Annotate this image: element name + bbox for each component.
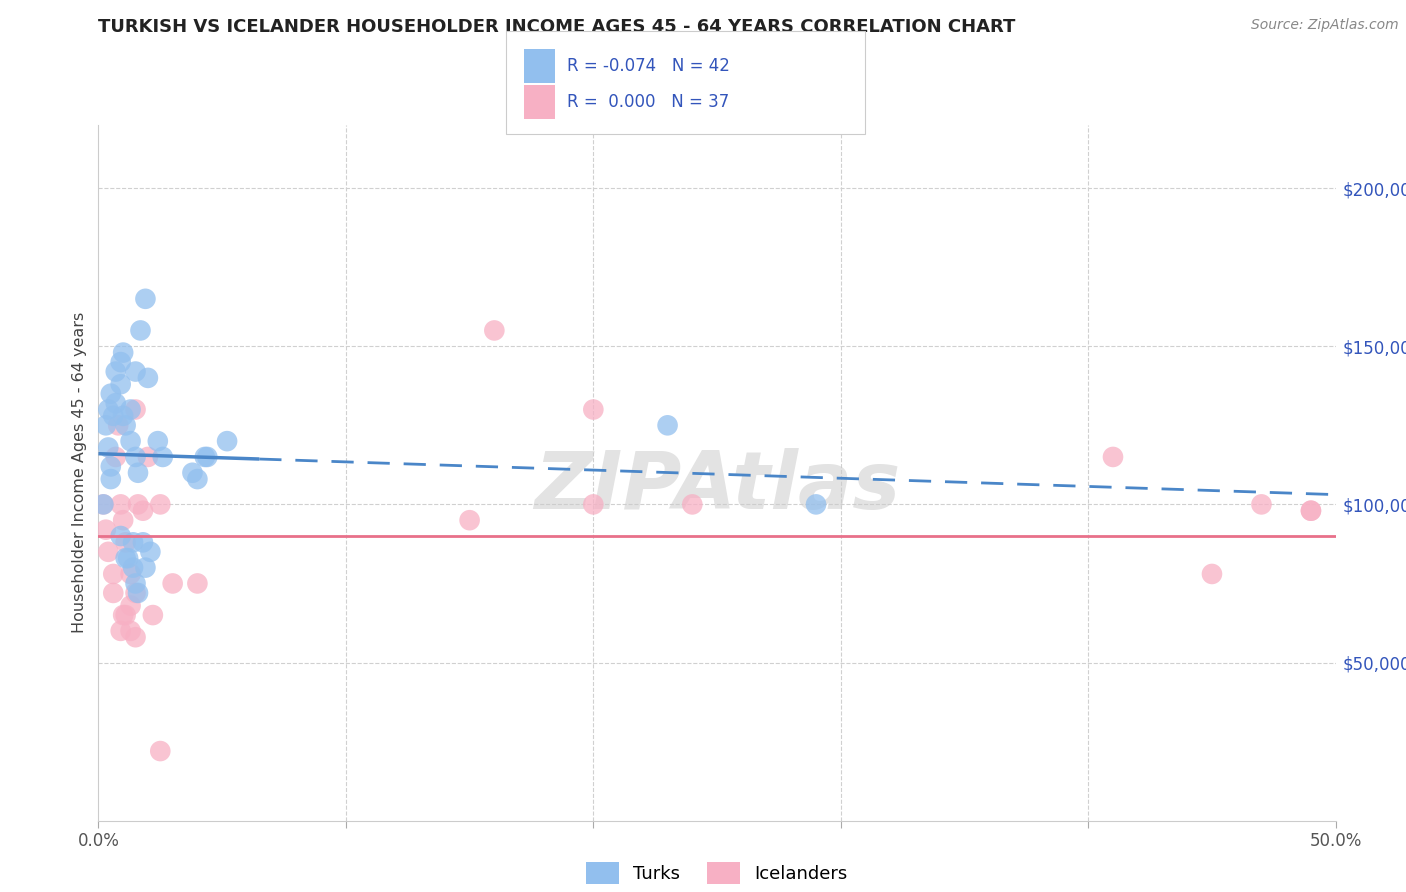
Point (142, 608, 165, 623)
Point (110, 355, 132, 369)
Point (186, 576, 208, 591)
Point (114, 608, 136, 623)
Point (112, 409, 135, 423)
Point (149, 497, 172, 511)
Point (1299, 504, 1322, 518)
Point (114, 551, 136, 566)
Point (112, 608, 135, 623)
Text: R =  0.000   N = 37: R = 0.000 N = 37 (567, 93, 728, 111)
Point (114, 418, 136, 433)
Point (181, 466, 204, 480)
Point (104, 450, 127, 464)
Point (110, 497, 132, 511)
Point (149, 744, 172, 758)
Point (1201, 566, 1223, 581)
Point (681, 497, 703, 511)
Point (804, 497, 827, 511)
Point (103, 566, 125, 581)
Point (103, 586, 125, 600)
Point (120, 624, 142, 638)
Point (484, 323, 506, 337)
Point (217, 434, 239, 449)
Point (1250, 497, 1272, 511)
Point (1102, 450, 1125, 464)
Point (582, 497, 605, 511)
Text: R = -0.074   N = 42: R = -0.074 N = 42 (567, 57, 730, 75)
Point (100, 386, 122, 401)
Point (97, 402, 120, 417)
Point (124, 450, 146, 464)
Point (134, 560, 156, 574)
Point (97, 545, 120, 559)
Text: ZIPAtlas: ZIPAtlas (534, 448, 900, 525)
Point (146, 434, 169, 449)
Point (124, 576, 146, 591)
Point (186, 472, 208, 486)
Point (120, 434, 142, 449)
Point (458, 513, 481, 527)
Y-axis label: Householder Income Ages 45 - 64 years: Householder Income Ages 45 - 64 years (72, 312, 87, 633)
Point (107, 418, 129, 433)
Point (97, 441, 120, 455)
Point (127, 466, 149, 480)
Point (136, 450, 159, 464)
Point (103, 409, 125, 423)
Point (94, 418, 117, 433)
Point (1299, 504, 1322, 518)
Point (124, 586, 146, 600)
Point (104, 365, 127, 379)
Point (114, 535, 136, 549)
Point (132, 504, 155, 518)
Point (582, 402, 605, 417)
Point (120, 599, 142, 613)
Point (129, 323, 152, 337)
Point (124, 365, 146, 379)
Text: TURKISH VS ICELANDER HOUSEHOLDER INCOME AGES 45 - 64 YEARS CORRELATION CHART: TURKISH VS ICELANDER HOUSEHOLDER INCOME … (98, 18, 1015, 36)
Point (100, 472, 122, 486)
Point (120, 566, 142, 581)
Point (120, 402, 142, 417)
Point (194, 450, 217, 464)
Point (124, 402, 146, 417)
Point (195, 450, 218, 464)
Point (112, 513, 135, 527)
Point (127, 586, 149, 600)
Point (112, 345, 135, 359)
Text: Source: ZipAtlas.com: Source: ZipAtlas.com (1251, 18, 1399, 32)
Point (93, 497, 115, 511)
Point (162, 576, 184, 591)
Point (132, 535, 155, 549)
Point (657, 418, 679, 433)
Point (139, 545, 162, 559)
Point (152, 450, 174, 464)
Point (127, 497, 149, 511)
Point (110, 624, 132, 638)
Point (124, 630, 146, 644)
Point (94, 523, 117, 537)
Point (104, 396, 127, 410)
Legend: Turks, Icelanders: Turks, Icelanders (579, 855, 855, 892)
Point (122, 560, 145, 574)
Point (122, 535, 145, 549)
Point (117, 551, 139, 566)
Point (136, 371, 159, 385)
Point (93, 497, 115, 511)
Point (110, 529, 132, 543)
Point (110, 377, 132, 392)
Point (134, 292, 156, 306)
Point (100, 459, 122, 474)
